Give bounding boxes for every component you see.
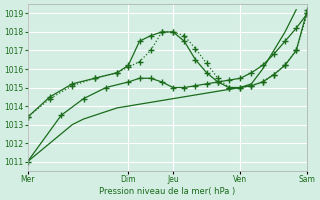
X-axis label: Pression niveau de la mer( hPa ): Pression niveau de la mer( hPa ) <box>100 187 236 196</box>
